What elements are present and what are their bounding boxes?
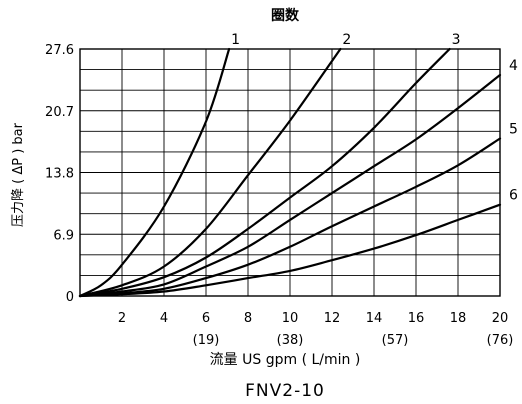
x-secondary-tick-label: (57) (382, 333, 409, 348)
x-secondary-tick-label: (38) (277, 333, 304, 348)
y-ticks: 0 6.9 13.8 20.7 27.6 (45, 43, 74, 305)
curve-label-5: 5 (509, 121, 518, 137)
curve-label-2: 2 (342, 32, 351, 48)
x-tick-label: 4 (160, 311, 168, 326)
curve-2 (78, 47, 342, 298)
x-secondary-tick-label: (19) (193, 333, 220, 348)
chart-title: 圈数 (271, 7, 300, 24)
x-tick-label: 12 (324, 311, 341, 326)
y-tick-label: 27.6 (45, 43, 74, 58)
curve-4 (78, 73, 502, 298)
curve-label-3: 3 (452, 32, 461, 48)
x-tick-label: 2 (118, 311, 126, 326)
grid (80, 49, 501, 296)
y-tick-label: 13.8 (45, 167, 74, 182)
x-tick-label: 14 (366, 311, 383, 326)
x-secondary-tick-label: (76) (487, 333, 514, 348)
y-tick-label: 20.7 (45, 105, 74, 120)
x-axis-title: 流量 US gpm ( L/min ) (210, 352, 361, 368)
x-tick-label: 6 (202, 311, 210, 326)
curve-label-4: 4 (509, 58, 518, 74)
curve-label-1: 1 (231, 32, 240, 48)
y-tick-label: 0 (66, 290, 74, 305)
curves (78, 47, 502, 298)
x-tick-label: 20 (492, 311, 509, 326)
curve-6 (78, 203, 502, 298)
x-secondary-ticks: (19) (38) (57) (76) (193, 333, 514, 348)
curve-label-6: 6 (509, 188, 518, 204)
model-label: FNV2-10 (245, 381, 325, 401)
x-tick-label: 16 (408, 311, 425, 326)
x-ticks: 2 4 6 8 10 12 14 16 18 20 (118, 311, 508, 326)
x-tick-label: 8 (244, 311, 252, 326)
y-tick-label: 6.9 (53, 228, 74, 243)
curve-1 (78, 47, 231, 298)
curve-3 (78, 47, 451, 298)
y-axis-title: 压力降 ( ΔP ) bar (11, 122, 26, 227)
x-tick-label: 18 (450, 311, 467, 326)
curve-labels: 1 2 3 4 5 6 (231, 32, 518, 204)
x-tick-label: 10 (282, 311, 299, 326)
plot-frame (79, 48, 501, 297)
curve-5 (78, 137, 502, 298)
